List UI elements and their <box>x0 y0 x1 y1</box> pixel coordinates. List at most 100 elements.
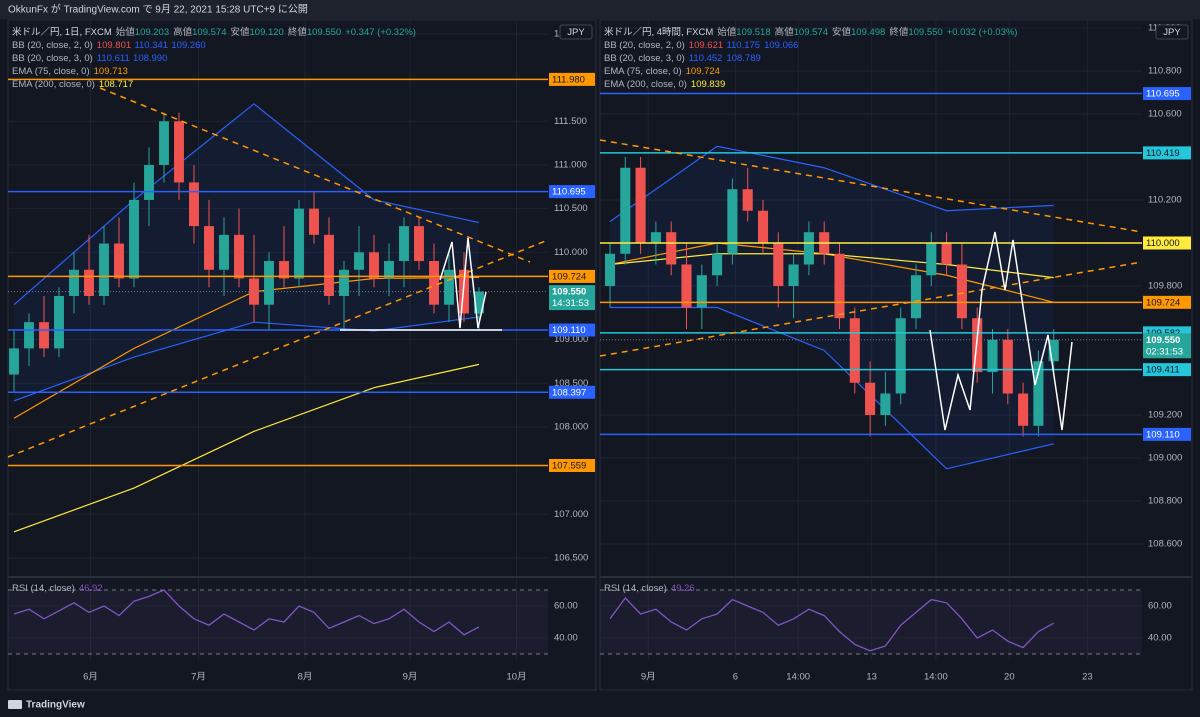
indicator-value: 108.990 <box>133 53 167 64</box>
candle-body <box>742 189 753 211</box>
candle-body <box>174 121 184 183</box>
rsi-line <box>13 589 480 636</box>
y-tick-label: 108.800 <box>1148 496 1182 507</box>
rsi-tick-label: 60.00 <box>1148 601 1172 612</box>
indicator-line <box>610 306 1054 470</box>
candle-body <box>444 269 454 305</box>
candle-body <box>189 182 199 227</box>
rsi-band <box>8 590 548 654</box>
candle-body <box>1048 339 1059 362</box>
x-tick-label: 10月 <box>506 672 526 683</box>
rsi-tick-label: 40.00 <box>1148 633 1172 644</box>
level-label-box <box>1143 236 1191 250</box>
footer: TradingView <box>26 700 85 711</box>
level-label-box <box>549 72 595 86</box>
candle-body <box>650 232 661 243</box>
x-tick-label: 14:00 <box>924 672 948 683</box>
candle-body <box>712 253 723 276</box>
indicator-value: 109.066 <box>764 40 798 51</box>
rsi-value: 49.26 <box>671 583 695 594</box>
ohlc-value: 109.203 <box>135 27 169 38</box>
countdown: 14:31:53 <box>552 298 589 309</box>
indicator-name: EMA (75, close, 0) <box>12 66 90 77</box>
indicator-value: 110.175 <box>726 40 760 51</box>
legend-row: EMA (75, close, 0) 109.713 <box>12 66 128 77</box>
y-tick-label: 110.500 <box>554 203 588 214</box>
indicator-value: 109.801 <box>97 40 131 51</box>
candle-body <box>24 322 34 349</box>
ohlc-key: 終値 <box>889 26 909 38</box>
symbol: 米ドル／円, 4時間, FXCM <box>604 26 713 38</box>
ohlc-key: 安値 <box>832 26 852 38</box>
indicator-name: BB (20, close, 2, 0) <box>12 40 93 51</box>
level-label-box <box>1143 87 1191 101</box>
zigzag <box>929 231 1073 431</box>
candle-body <box>1018 393 1029 426</box>
indicator-line <box>13 103 480 306</box>
y-tick-label: 109.000 <box>1148 453 1182 464</box>
ohlc-key: 高値 <box>775 26 795 38</box>
candle-body <box>69 269 79 296</box>
level-label: 110.419 <box>1146 148 1180 159</box>
rsi-band <box>600 590 1142 654</box>
candle-body <box>849 318 860 383</box>
candle-body <box>429 261 439 305</box>
legend-row: 米ドル／円, 1日, FXCM 始値109.203 高値109.574 安値109.1… <box>12 26 416 38</box>
indicator-name: BB (20, close, 2, 0) <box>604 40 685 51</box>
candle-body <box>727 189 738 254</box>
legend-row: BB (20, close, 3, 0) 110.611 108.990 <box>12 53 167 64</box>
candle-body <box>681 264 692 308</box>
candle-body <box>880 393 891 416</box>
charts: 6月7月8月9月10月112.500111.500111.000110.5001… <box>8 20 1192 683</box>
candle-body <box>474 291 484 314</box>
indicator-value: 108.789 <box>726 53 760 64</box>
candle-body <box>309 208 319 235</box>
candle-body <box>384 261 394 279</box>
level-label-box <box>549 458 595 472</box>
symbol: 米ドル／円, 1日, FXCM <box>12 26 112 38</box>
candle-body <box>941 242 952 265</box>
candle-body <box>1033 361 1044 426</box>
indicator-value: 109.621 <box>689 40 723 51</box>
trendline <box>99 87 531 263</box>
level-label-box <box>1143 363 1191 377</box>
trendline <box>599 139 1143 233</box>
level-label: 110.695 <box>552 187 586 198</box>
y-tick-label: 110.600 <box>1148 108 1182 119</box>
candle-body <box>399 226 409 262</box>
top-bar <box>0 0 1200 19</box>
price-label-box <box>1143 333 1191 359</box>
candle-body <box>865 382 876 416</box>
ohlc-value: 109.498 <box>851 27 885 38</box>
y-tick-label: 111.500 <box>554 116 587 127</box>
level-label-box <box>1143 427 1191 441</box>
panel-right <box>599 19 1193 691</box>
rsi-title: RSI (14, close) <box>604 583 667 594</box>
candle-body <box>129 199 139 279</box>
indicator-name: BB (20, close, 3, 0) <box>12 53 93 64</box>
y-tick-label: 108.600 <box>1148 539 1182 550</box>
y-tick-label: 108.000 <box>554 421 588 432</box>
legend-row: EMA (75, close, 0) 109.724 <box>604 66 720 77</box>
logo <box>8 700 22 709</box>
ohlc-value: 109.574 <box>794 27 828 38</box>
y-tick-label: 109.200 <box>1148 410 1182 421</box>
level-label: 111.980 <box>552 74 585 85</box>
rsi-legend: RSI (14, close) 49.26 <box>604 583 695 594</box>
candle-body <box>159 121 169 165</box>
level-label: 109.411 <box>1146 365 1180 376</box>
candle-body <box>414 226 424 262</box>
candle-body <box>910 275 922 319</box>
currency-box <box>1155 24 1189 40</box>
candle-body <box>9 348 19 375</box>
level-label-box <box>549 185 595 199</box>
indicator-value: 109.839 <box>691 79 725 90</box>
legend-row: BB (20, close, 2, 0) 109.621 110.175 109.06… <box>604 40 798 51</box>
panel-left <box>7 19 597 691</box>
price-label-box <box>549 285 595 311</box>
legend-row: BB (20, close, 3, 0) 110.452 108.789 <box>604 53 761 64</box>
candle-body <box>666 232 677 265</box>
candle-body <box>987 339 998 373</box>
ohlc-value: 109.120 <box>250 27 284 38</box>
level-label: 108.397 <box>552 387 586 398</box>
